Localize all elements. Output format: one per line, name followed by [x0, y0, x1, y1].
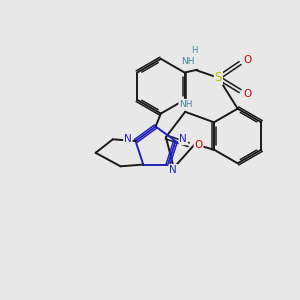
Text: O: O [244, 89, 252, 99]
Text: NH: NH [179, 100, 193, 109]
Text: NH: NH [182, 57, 195, 66]
Text: N: N [124, 134, 132, 144]
Text: N: N [179, 134, 187, 144]
Text: O: O [244, 55, 252, 65]
Text: H: H [190, 46, 197, 55]
Text: N: N [169, 165, 177, 175]
Text: S: S [215, 71, 222, 84]
Text: O: O [194, 140, 203, 150]
